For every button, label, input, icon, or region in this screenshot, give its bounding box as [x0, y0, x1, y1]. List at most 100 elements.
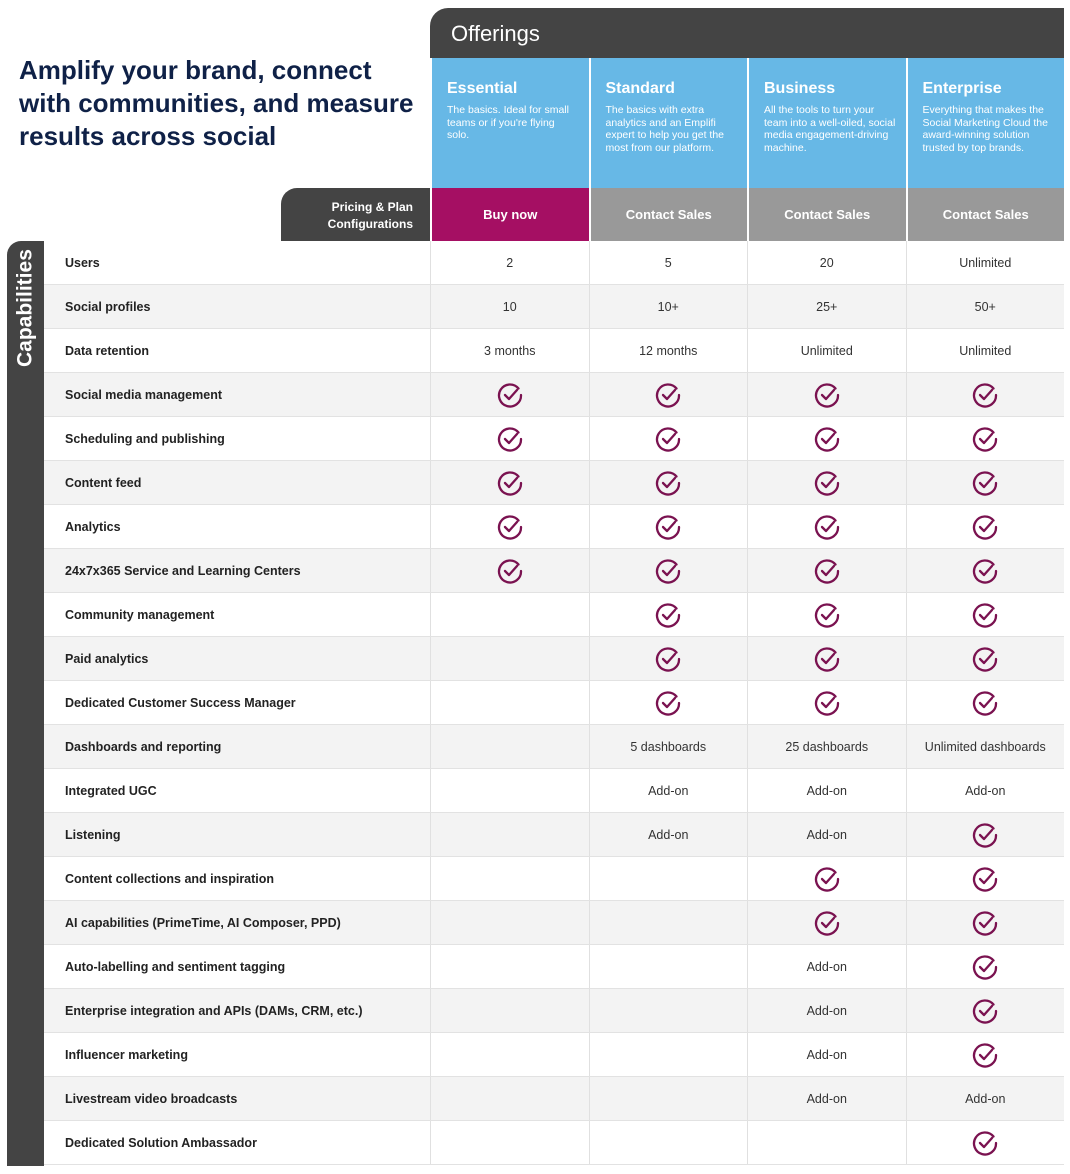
feature-label: 24x7x365 Service and Learning Centers — [65, 563, 301, 578]
feature-cell — [747, 593, 906, 636]
check-circle-icon — [497, 558, 523, 584]
contact-sales-button[interactable]: Contact Sales — [905, 188, 1064, 241]
feature-cell — [747, 461, 906, 504]
feature-label: Dashboards and reporting — [65, 739, 222, 754]
feature-cell — [430, 1033, 589, 1076]
table-row: Influencer marketing Add-on — [44, 1033, 1064, 1077]
feature-label: Users — [65, 255, 100, 270]
plan-standard: Standard The basics with extra analytics … — [588, 58, 747, 188]
feature-cell — [905, 901, 1065, 944]
feature-label: Listening — [65, 827, 121, 842]
feature-cell — [430, 417, 589, 460]
pricing-plan-tab: Pricing & Plan Configurations — [281, 188, 430, 241]
feature-cell: Add-on — [747, 769, 906, 812]
contact-sales-button[interactable]: Contact Sales — [747, 188, 906, 241]
check-circle-icon — [814, 382, 840, 408]
plan-business: Business All the tools to turn your team … — [747, 58, 906, 188]
feature-cell — [905, 945, 1065, 988]
check-circle-icon — [655, 514, 681, 540]
feature-cell — [905, 461, 1065, 504]
feature-cell: 25 dashboards — [747, 725, 906, 768]
feature-label: Social media management — [65, 387, 223, 402]
feature-cell — [747, 681, 906, 724]
table-row: Integrated UGC Add-on Add-on Add-on — [44, 769, 1064, 813]
feature-cell — [430, 373, 589, 416]
table-row: Data retention 3 months 12 months Unlimited… — [44, 329, 1064, 373]
feature-cell — [430, 769, 589, 812]
feature-cell — [747, 901, 906, 944]
feature-cell — [905, 637, 1065, 680]
capabilities-table: Users 2 5 20 Unlimited Social profiles 10 10+ 25… — [44, 241, 1064, 1165]
feature-cell — [588, 417, 748, 460]
check-circle-icon — [972, 822, 998, 848]
check-circle-icon — [655, 382, 681, 408]
plan-essential: Essential The basics. Ideal for small tea… — [430, 58, 589, 188]
feature-cell — [430, 1121, 589, 1164]
plan-name: Business — [764, 80, 836, 97]
feature-cell: 3 months — [430, 329, 589, 372]
feature-label: Scheduling and publishing — [65, 431, 225, 446]
feature-cell: Unlimited — [747, 329, 906, 372]
check-circle-icon — [972, 910, 998, 936]
feature-cell: Add-on — [747, 813, 906, 856]
feature-cell — [588, 1121, 748, 1164]
feature-cell: Unlimited — [905, 329, 1065, 372]
capabilities-label: Capabilities — [13, 249, 37, 367]
table-row: Social profiles 10 10+ 25+ 50+ — [44, 285, 1064, 329]
feature-cell: 12 months — [588, 329, 748, 372]
check-circle-icon — [972, 382, 998, 408]
buy-now-button[interactable]: Buy now — [430, 188, 589, 241]
check-circle-icon — [972, 1042, 998, 1068]
table-row: Users 2 5 20 Unlimited — [44, 241, 1064, 285]
check-circle-icon — [972, 1130, 998, 1156]
feature-cell: Add-on — [588, 769, 748, 812]
feature-cell — [430, 813, 589, 856]
check-circle-icon — [972, 998, 998, 1024]
feature-cell: Add-on — [905, 1077, 1065, 1120]
feature-cell: 10+ — [588, 285, 748, 328]
table-row: 24x7x365 Service and Learning Centers — [44, 549, 1064, 593]
feature-cell: Add-on — [747, 945, 906, 988]
table-row: Auto-labelling and sentiment tagging Add-… — [44, 945, 1064, 989]
feature-label: Auto-labelling and sentiment tagging — [65, 959, 286, 974]
feature-cell — [747, 417, 906, 460]
table-row: Content collections and inspiration — [44, 857, 1064, 901]
feature-cell — [905, 373, 1065, 416]
plan-enterprise: Enterprise Everything that makes the Soci… — [905, 58, 1064, 188]
feature-cell — [430, 549, 589, 592]
feature-cell: Unlimited dashboards — [905, 725, 1065, 768]
feature-cell — [588, 505, 748, 548]
feature-cell: 20 — [747, 241, 906, 284]
feature-cell: Unlimited — [905, 241, 1065, 284]
check-circle-icon — [972, 954, 998, 980]
feature-cell — [905, 505, 1065, 548]
feature-cell — [430, 901, 589, 944]
table-row: Scheduling and publishing — [44, 417, 1064, 461]
table-row: Enterprise integration and APIs (DAMs, C… — [44, 989, 1064, 1033]
feature-cell — [588, 901, 748, 944]
offerings-header: Offerings — [430, 8, 1064, 58]
check-circle-icon — [497, 382, 523, 408]
check-circle-icon — [497, 426, 523, 452]
check-circle-icon — [814, 866, 840, 892]
feature-label: Data retention — [65, 343, 150, 358]
feature-cell — [747, 637, 906, 680]
feature-cell — [588, 593, 748, 636]
contact-sales-button[interactable]: Contact Sales — [588, 188, 747, 241]
feature-label: Social profiles — [65, 299, 151, 314]
feature-cell — [905, 1033, 1065, 1076]
feature-cell — [430, 505, 589, 548]
check-circle-icon — [814, 470, 840, 496]
check-circle-icon — [497, 514, 523, 540]
headline: Amplify your brand, connect with communi… — [19, 55, 414, 151]
check-circle-icon — [814, 910, 840, 936]
feature-cell — [588, 945, 748, 988]
feature-cell: 25+ — [747, 285, 906, 328]
feature-cell — [747, 373, 906, 416]
feature-cell — [905, 417, 1065, 460]
feature-cell — [905, 1121, 1065, 1164]
feature-cell — [905, 857, 1065, 900]
table-row: Dashboards and reporting 5 dashboards 25 d… — [44, 725, 1064, 769]
feature-cell — [905, 549, 1065, 592]
table-row: Livestream video broadcasts Add-on Add-on — [44, 1077, 1064, 1121]
